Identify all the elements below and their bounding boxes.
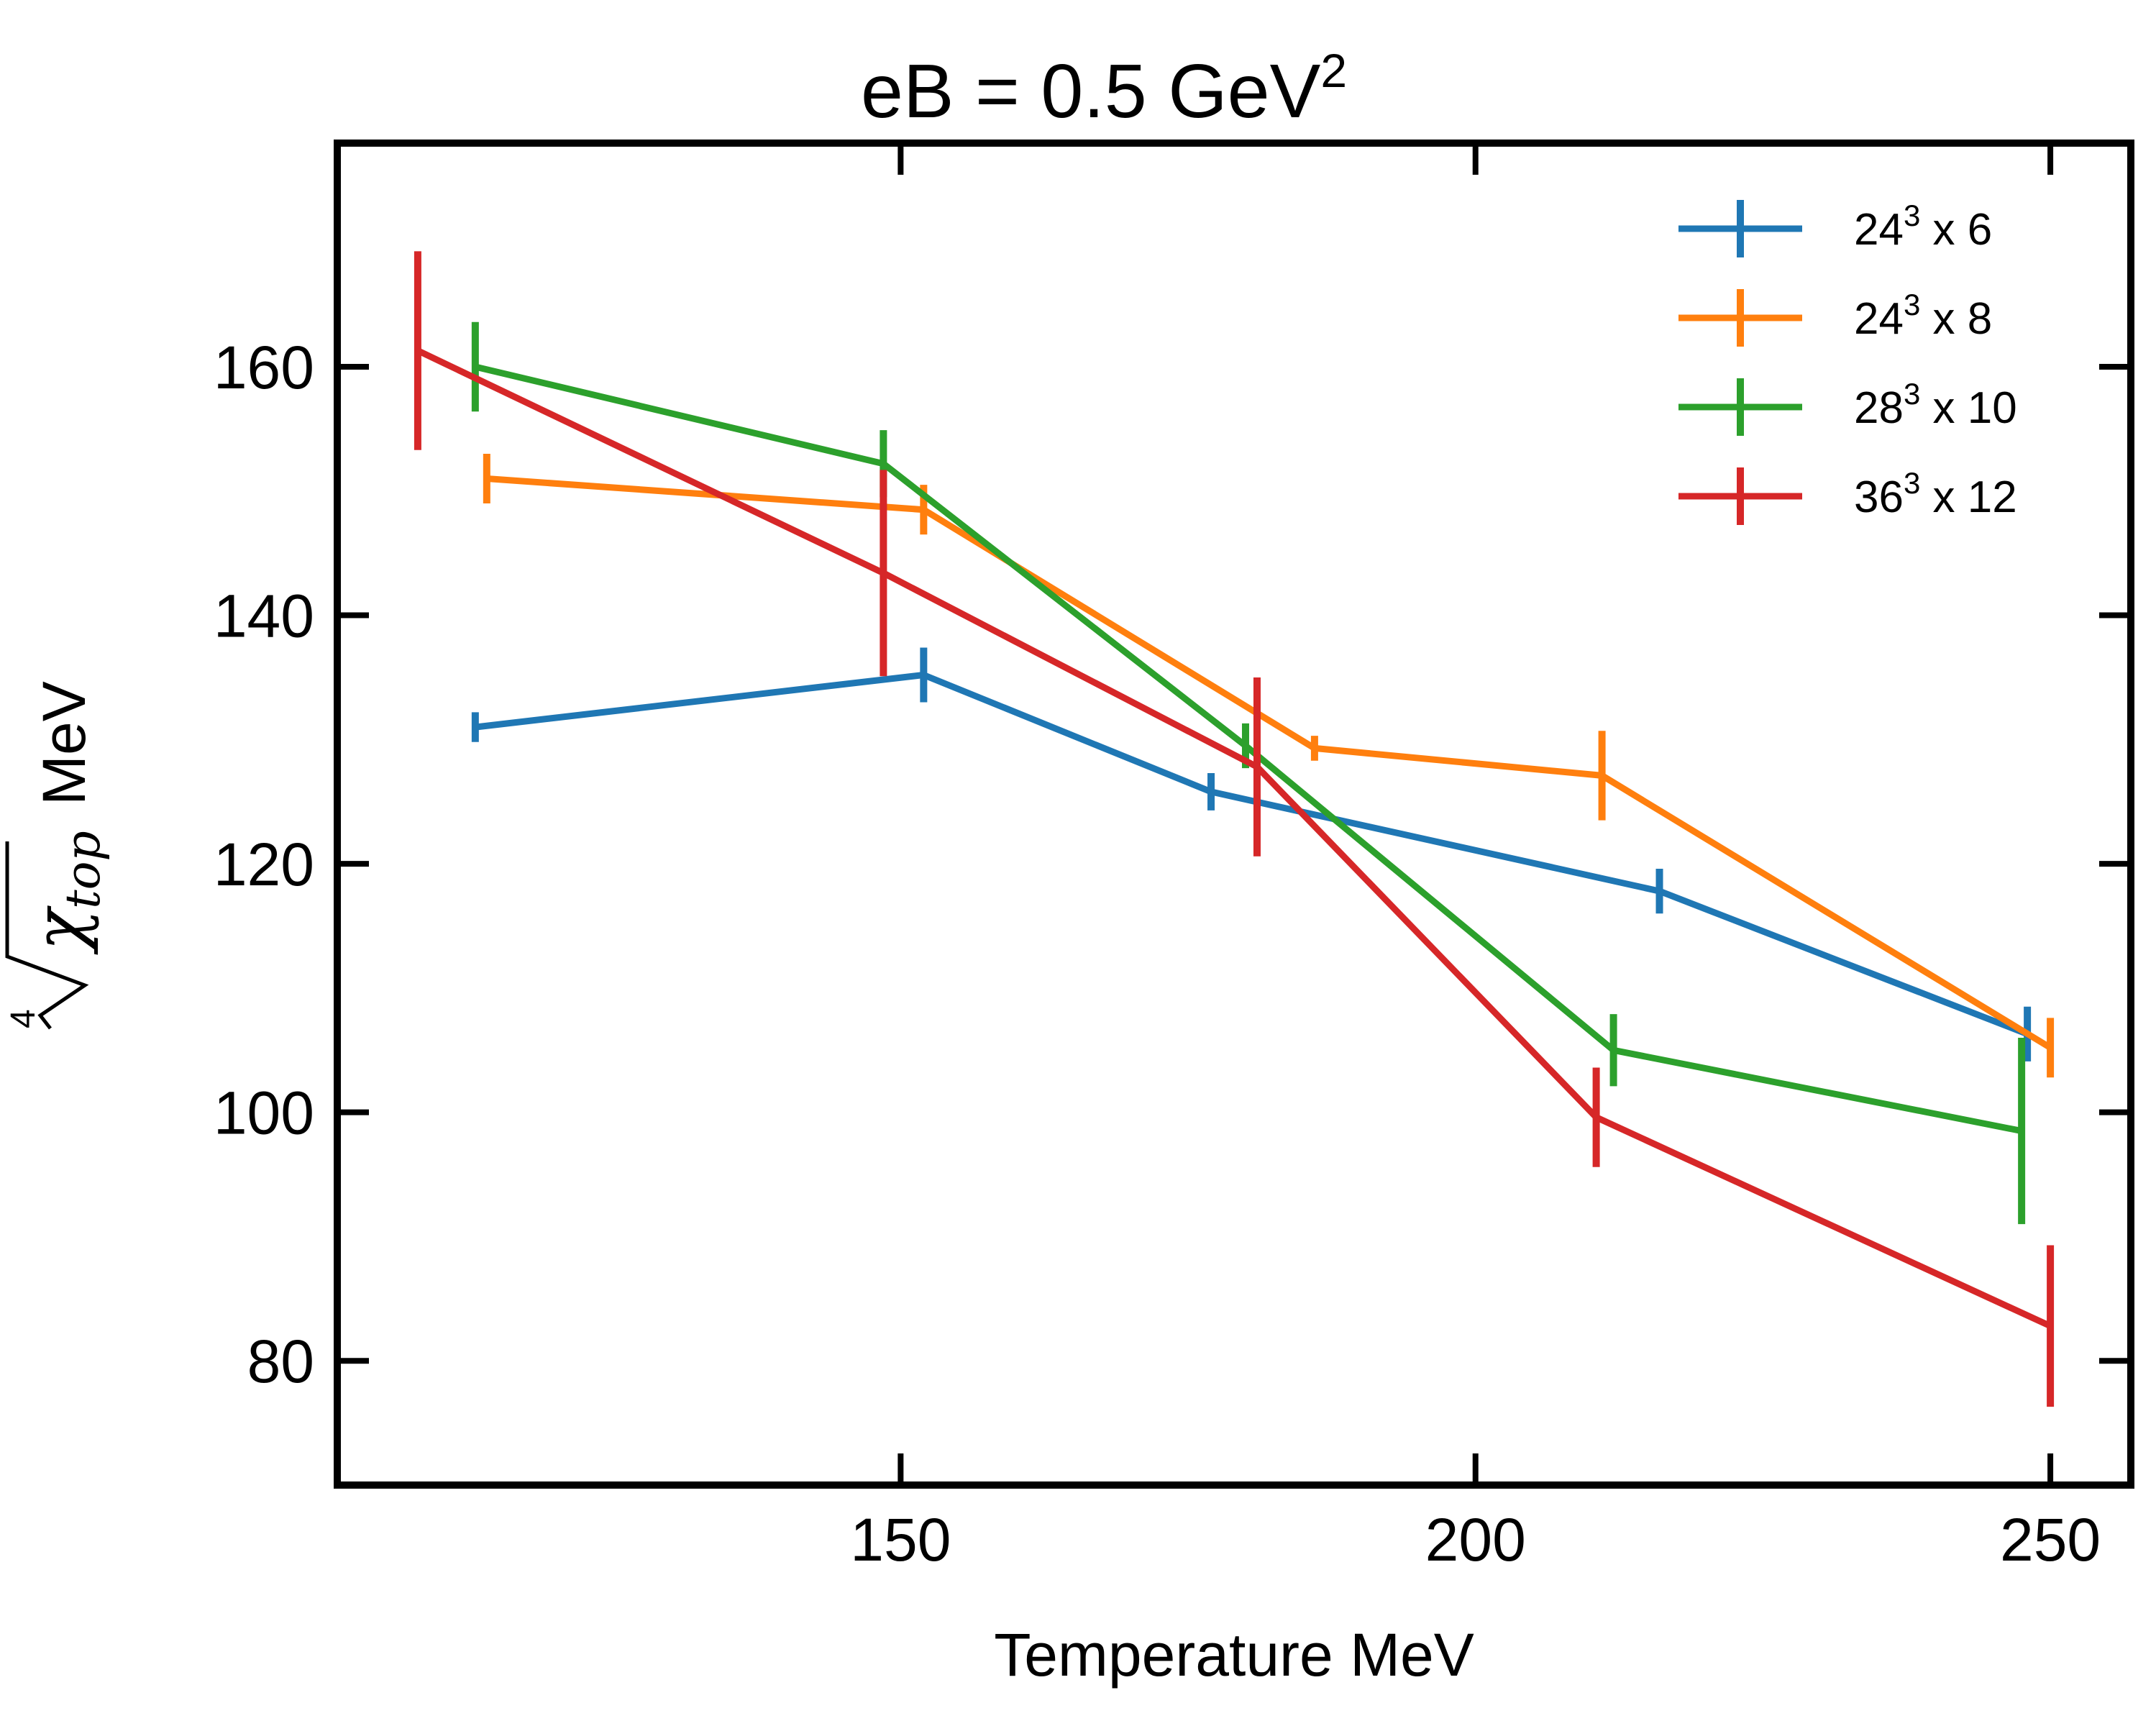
legend-label: 283 x 10 (1854, 377, 2017, 433)
x-tick-label: 150 (850, 1506, 951, 1574)
legend-label: 243 x 8 (1854, 288, 1992, 344)
legend: 243 x 6 243 x 8 283 x 10 363 x 12 (1678, 198, 2017, 525)
plot-frame (337, 143, 2131, 1485)
legend-label: 363 x 12 (1854, 466, 2017, 522)
chart: eB = 0.5 GeV2 150 200 250 80 100 120 140 160 Te… (0, 0, 2156, 1726)
tick-marks (337, 143, 2131, 1485)
y-tick-label: 80 (247, 1328, 314, 1395)
chart-title: eB = 0.5 GeV2 (861, 44, 1347, 134)
y-axis-label-symbol: χtop (19, 831, 111, 955)
y-axis-label-unit: MeV (30, 681, 98, 805)
y-tick-label: 140 (214, 583, 314, 650)
series-line-0 (475, 675, 2027, 1034)
y-axis-label: 4 χtop MeV (4, 681, 111, 1028)
legend-label: 243 x 6 (1854, 198, 1992, 255)
x-tick-label: 250 (2000, 1506, 2101, 1574)
series-line-3 (418, 351, 2050, 1326)
series-layer (418, 251, 2050, 1407)
x-axis-label: Temperature MeV (994, 1621, 1474, 1689)
x-tick-label: 200 (1425, 1506, 1526, 1574)
y-tick-label: 100 (214, 1079, 314, 1147)
y-tick-label: 160 (214, 334, 314, 401)
y-tick-label: 120 (214, 831, 314, 898)
y-axis-label-root-index: 4 (4, 1009, 42, 1028)
chart-title-superscript: 2 (1320, 44, 1347, 97)
y-axis-label-subscript: top (55, 831, 111, 909)
